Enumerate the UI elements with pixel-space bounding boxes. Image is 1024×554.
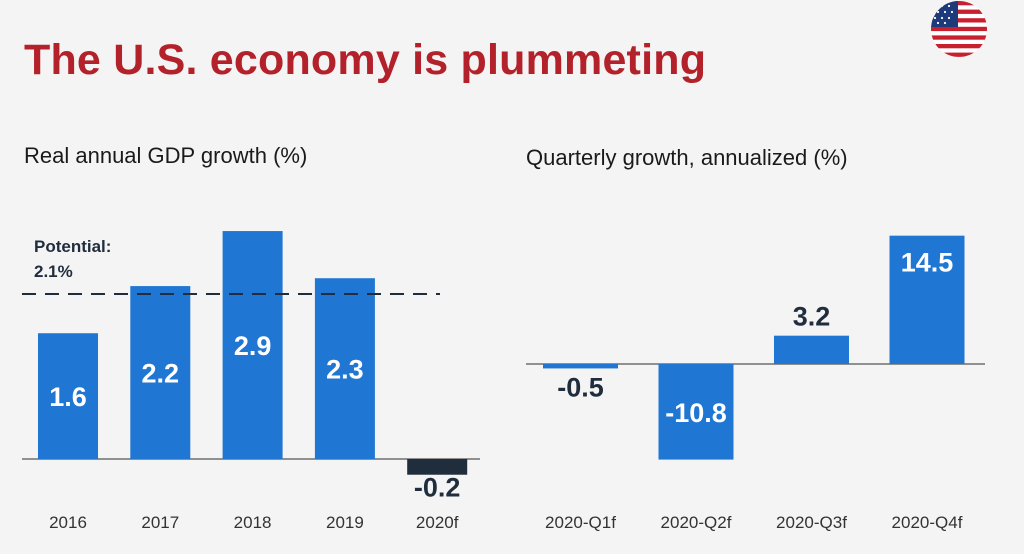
quarterly-chart-title: Quarterly growth, annualized (%) — [526, 145, 848, 170]
quarterly-tick-label: 2020-Q2f — [661, 513, 732, 532]
potential-label: Potential: — [34, 237, 111, 256]
gdp-bar-2018 — [222, 231, 283, 459]
gdp-tick-label: 2020f — [416, 513, 459, 532]
gdp-bar-2016 — [38, 333, 98, 459]
gdp-chart-title: Real annual GDP growth (%) — [24, 143, 308, 168]
quarterly-value-label: -10.8 — [665, 398, 727, 428]
quarterly-value-label: 3.2 — [793, 302, 831, 332]
quarterly-bar-2020-Q2f — [658, 364, 734, 460]
quarterly-bar-2020-Q4f — [889, 235, 965, 364]
quarterly-tick-label: 2020-Q4f — [892, 513, 963, 532]
gdp-tick-label: 2017 — [141, 513, 179, 532]
gdp-bar-2017 — [130, 286, 191, 459]
quarterly-tick-label: 2020-Q3f — [776, 513, 847, 532]
gdp-tick-label: 2016 — [49, 513, 87, 532]
slide-title: The U.S. economy is plummeting — [24, 36, 707, 84]
quarterly-tick-label: 2020-Q1f — [545, 513, 616, 532]
gdp-tick-label: 2018 — [234, 513, 272, 532]
gdp-value-label: -0.2 — [414, 473, 461, 503]
gdp-value-label: 2.9 — [234, 331, 272, 361]
quarterly-value-label: -0.5 — [557, 372, 604, 402]
gdp-value-label: 2.3 — [326, 355, 364, 385]
quarterly-value-label: 14.5 — [901, 248, 954, 278]
potential-value-label: 2.1% — [34, 262, 73, 281]
quarterly-bar-2020-Q3f — [774, 335, 849, 364]
us-flag-icon — [931, 1, 987, 57]
gdp-value-label: 2.2 — [142, 359, 180, 389]
gdp-bar-2020f — [407, 459, 468, 475]
gdp-tick-label: 2019 — [326, 513, 364, 532]
gdp-bar-2019 — [314, 278, 375, 459]
gdp-value-label: 1.6 — [49, 382, 87, 412]
quarterly-bar-2020-Q1f — [543, 364, 618, 369]
